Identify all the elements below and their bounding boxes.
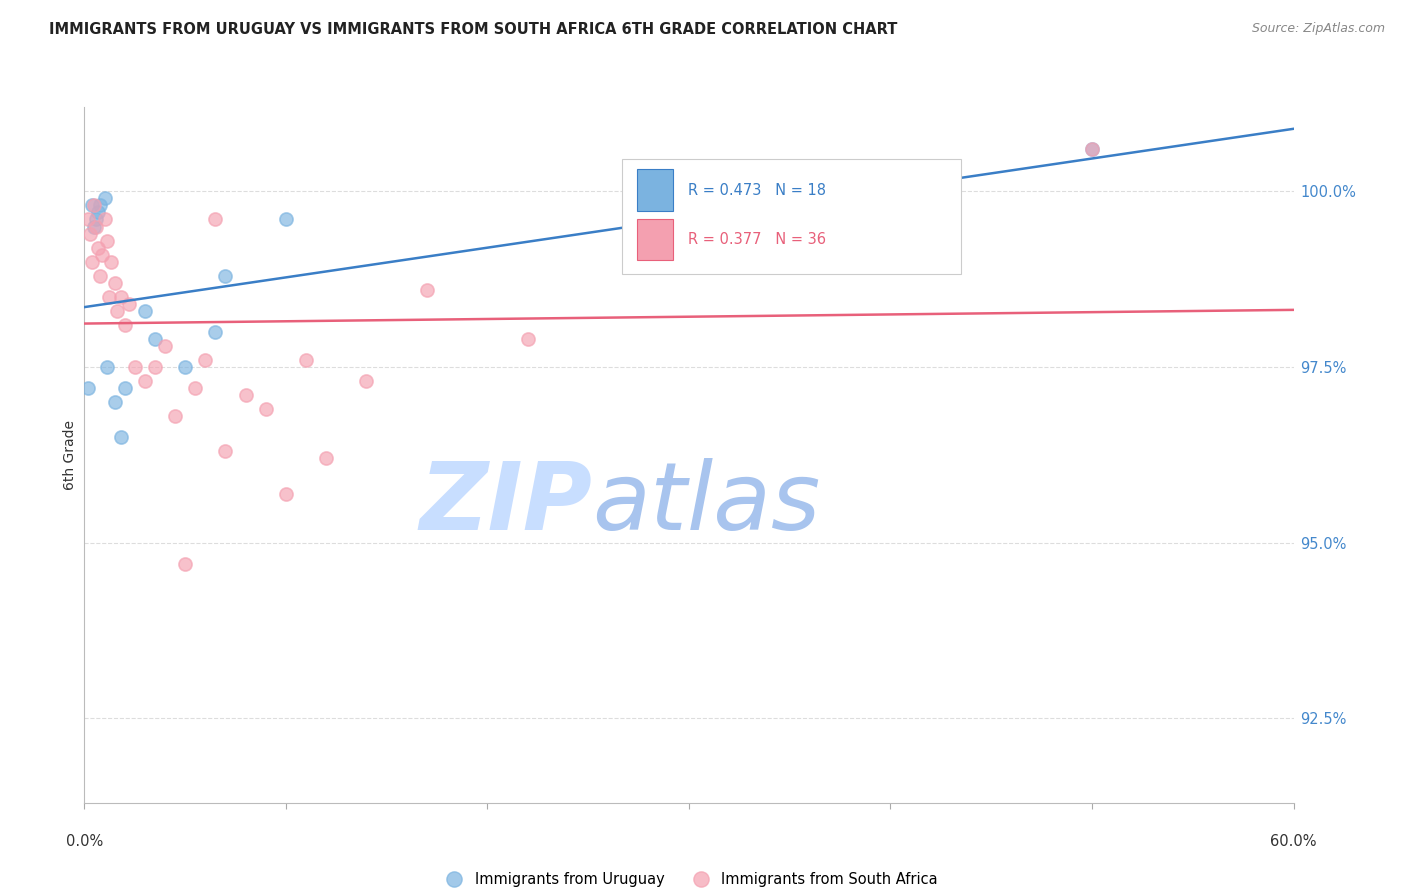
Point [93,212,115,227]
Point [110,430,132,444]
Text: IMMIGRANTS FROM URUGUAY VS IMMIGRANTS FROM SOUTH AFRICA 6TH GRADE CORRELATION CH: IMMIGRANTS FROM URUGUAY VS IMMIGRANTS FR… [49,22,897,37]
Point [416,283,439,297]
Point [96,234,118,248]
Point [1081,142,1104,156]
Bar [637,169,673,211]
Point [100,254,122,268]
Point [82,254,104,268]
Point [134,303,156,318]
Point [82,198,104,212]
Point [93,191,115,205]
Point [143,332,166,346]
Point [86,219,108,234]
Point [356,374,378,388]
Point [143,360,166,375]
Point [77,212,100,227]
Point [153,339,176,353]
Point [274,486,297,500]
Point [204,325,226,339]
Point [89,198,111,212]
Point [118,297,141,311]
Point [315,451,337,466]
Point [516,332,538,346]
Text: R = 0.377   N = 36: R = 0.377 N = 36 [688,232,825,247]
Text: 0.0%: 0.0% [66,834,103,849]
Point [96,360,118,375]
Point [254,402,277,417]
Point [114,381,136,395]
Point [114,318,136,332]
Point [214,444,236,458]
Point [295,353,318,368]
Point [184,381,207,395]
Point [1081,142,1104,156]
Point [87,205,110,219]
Point [105,303,128,318]
Point [174,360,197,375]
Point [174,557,197,571]
Text: atlas: atlas [592,458,821,549]
Point [214,268,236,283]
Point [124,360,146,375]
Point [86,212,108,227]
Point [274,212,297,227]
Point [87,241,110,255]
Point [134,374,156,388]
Point [165,409,187,424]
Point [83,219,105,234]
Point [204,212,226,227]
Point [194,353,217,368]
FancyBboxPatch shape [623,159,962,274]
Point [89,268,111,283]
Point [77,381,100,395]
Point [91,247,114,261]
Text: Source: ZipAtlas.com: Source: ZipAtlas.com [1251,22,1385,36]
Point [235,388,257,402]
Point [97,290,120,304]
Bar [637,219,673,260]
Point [79,227,101,241]
Text: 60.0%: 60.0% [1270,834,1317,849]
Point [83,198,105,212]
Text: ZIP: ZIP [419,458,592,549]
Y-axis label: 6th Grade: 6th Grade [63,420,77,490]
Point [110,290,132,304]
Legend: Immigrants from Uruguay, Immigrants from South Africa: Immigrants from Uruguay, Immigrants from… [434,866,943,892]
Point [104,395,127,409]
Text: R = 0.473   N = 18: R = 0.473 N = 18 [688,183,825,197]
Point [104,276,127,290]
